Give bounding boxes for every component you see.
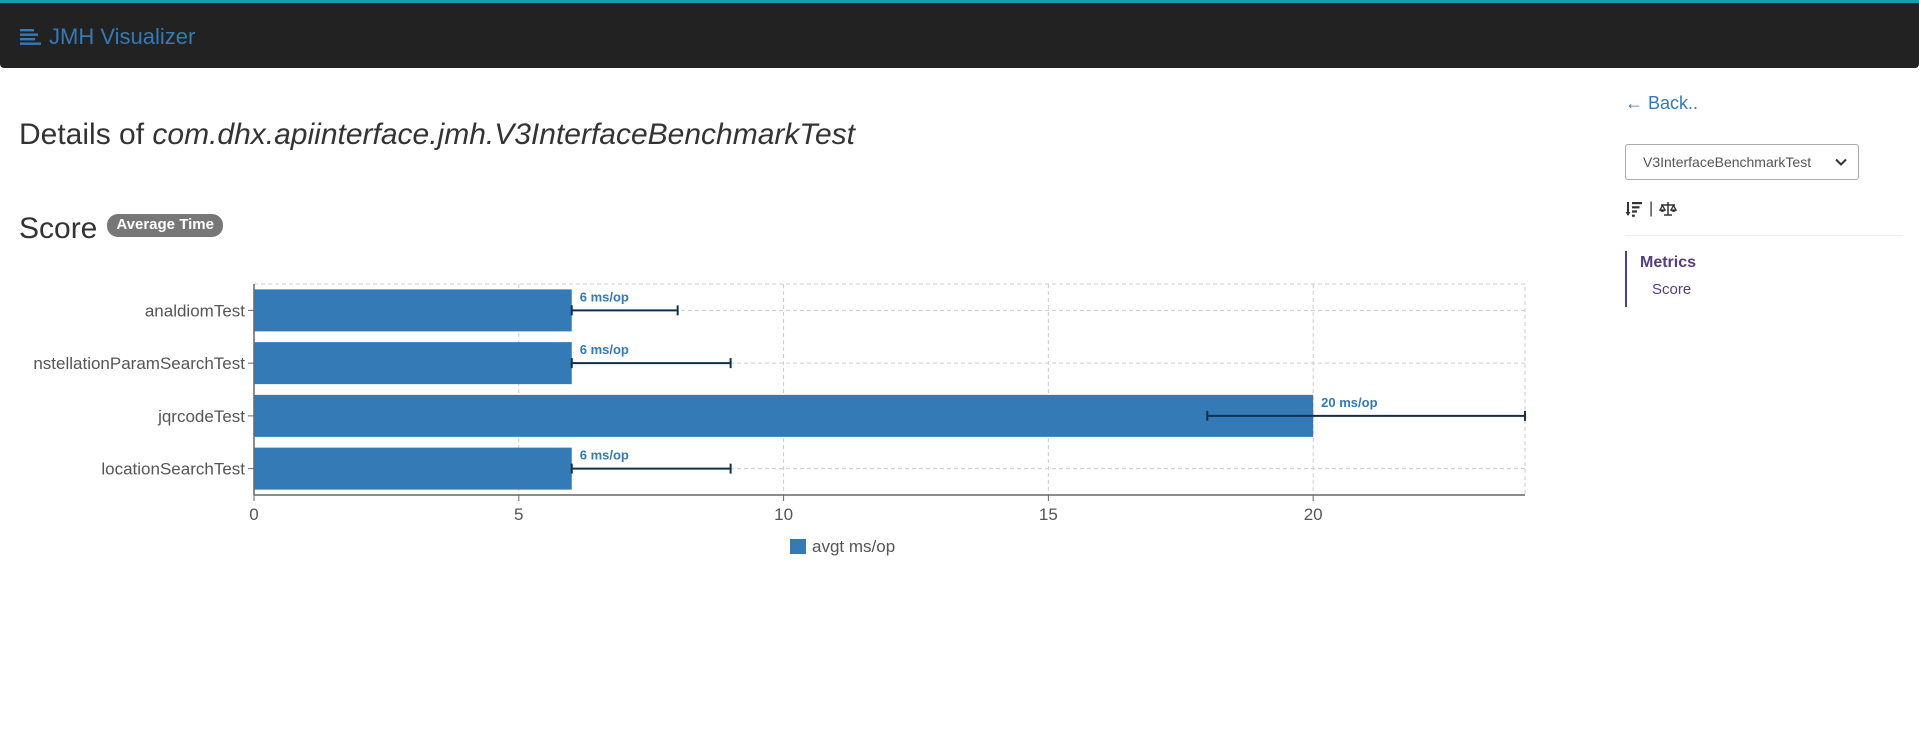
x-tick-label: 0	[249, 505, 258, 524]
x-tick-label: 20	[1304, 505, 1323, 524]
sidebar-divider	[1625, 235, 1903, 236]
category-label: locationSearchTest	[101, 460, 245, 479]
benchmark-select-value: V3InterfaceBenchmarkTest	[1643, 154, 1812, 170]
benchmark-select[interactable]: V3InterfaceBenchmarkTest	[1625, 144, 1859, 180]
tool-separator: |	[1649, 200, 1654, 217]
nav-item-score[interactable]: Score	[1652, 281, 1692, 298]
section-title-text: Score	[19, 212, 98, 245]
navbar: JMH Visualizer	[0, 0, 1919, 68]
data-label: 6 ms/op	[580, 342, 629, 357]
category-label: nstellationParamSearchTest	[33, 354, 245, 373]
legend-label: avgt ms/op	[812, 537, 895, 556]
category-label: analdiomTest	[145, 301, 245, 320]
x-tick-label: 10	[774, 505, 793, 524]
title-prefix: Details of	[19, 118, 145, 151]
x-tick-label: 5	[514, 505, 523, 524]
benchmark-class-name: com.dhx.apiinterface.jmh.V3InterfaceBenc…	[152, 118, 855, 151]
data-label: 20 ms/op	[1321, 395, 1377, 410]
balance-scale-icon[interactable]	[1659, 200, 1678, 218]
list-lines-icon	[20, 29, 41, 45]
bar	[254, 447, 572, 490]
data-label: 6 ms/op	[580, 289, 629, 304]
chevron-down-icon	[1835, 158, 1847, 166]
chart-tools: |	[1625, 200, 1678, 218]
metrics-nav: Metrics Score	[1625, 251, 1696, 307]
bar	[254, 289, 572, 332]
x-tick-label: 15	[1039, 505, 1058, 524]
bar	[254, 342, 572, 385]
mode-badge: Average Time	[107, 214, 223, 237]
bar	[254, 394, 1314, 437]
score-section-title: Score Average Time	[19, 212, 223, 246]
main-content: Details of com.dhx.apiinterface.jmh.V3In…	[0, 68, 1600, 740]
sidebar: ← Back.. V3InterfaceBenchmarkTest | Metr…	[1625, 68, 1905, 740]
sort-amount-icon[interactable]	[1625, 200, 1643, 218]
page-title: Details of com.dhx.apiinterface.jmh.V3In…	[19, 118, 855, 152]
legend-swatch	[790, 539, 806, 554]
data-label: 6 ms/op	[580, 448, 629, 463]
brand-label: JMH Visualizer	[49, 24, 196, 49]
category-label: jqrcodeTest	[157, 407, 245, 426]
score-chart-svg: 6 ms/op analdiomTest 6 ms/op nstellationPar…	[33, 283, 1526, 556]
back-link[interactable]: ← Back..	[1625, 93, 1699, 113]
nav-item-metrics[interactable]: Metrics	[1640, 254, 1697, 271]
brand-link[interactable]: JMH Visualizer	[20, 21, 195, 53]
